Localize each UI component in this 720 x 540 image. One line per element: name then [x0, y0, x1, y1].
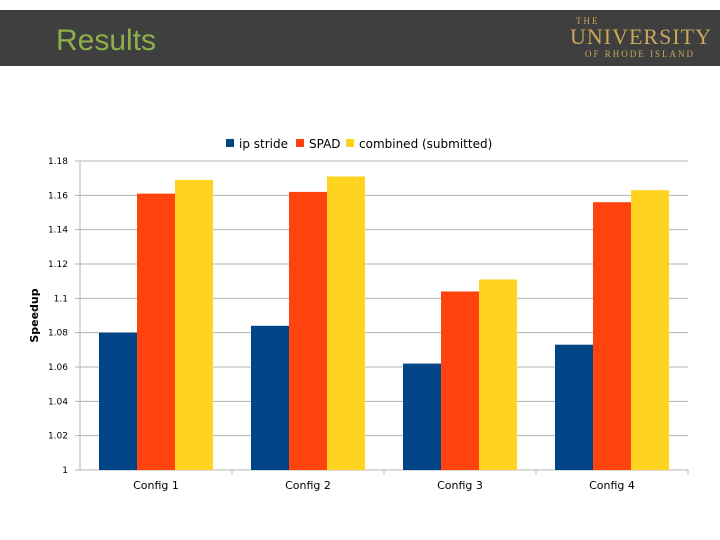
legend-label: combined (submitted): [359, 137, 492, 151]
y-tick-label: 1.16: [48, 191, 68, 201]
bar-0-1: [251, 325, 289, 470]
y-tick-label: 1.08: [48, 329, 68, 339]
bar-2-2: [479, 279, 517, 470]
y-axis-label: Speedup: [28, 288, 41, 342]
y-tick-label: 1: [62, 466, 68, 476]
y-tick-label: 1.1: [54, 294, 68, 304]
page-title: Results: [56, 24, 157, 57]
bar-2-1: [327, 176, 365, 470]
logo-line-the: THE: [576, 16, 600, 26]
x-category-label: Config 4: [589, 479, 635, 492]
y-tick-label: 1.04: [48, 397, 68, 407]
logo-line-rhode-island: OF RHODE ISLAND: [584, 49, 695, 59]
bar-0-2: [403, 363, 441, 470]
logo-line-university: UNIVERSITY: [570, 24, 712, 49]
legend-swatch: [296, 139, 304, 147]
y-tick-label: 1.14: [48, 226, 68, 236]
x-category-label: Config 2: [285, 479, 331, 492]
legend-label: SPAD: [309, 137, 341, 151]
bar-2-0: [175, 179, 213, 470]
y-tick-label: 1.02: [48, 432, 68, 442]
y-tick-label: 1.06: [48, 363, 68, 373]
university-logo: THE UNIVERSITY OF RHODE ISLAND: [570, 16, 712, 62]
legend-label: ip stride: [239, 137, 288, 151]
legend-swatch: [226, 139, 234, 147]
legend-swatch: [346, 139, 354, 147]
x-category-label: Config 1: [133, 479, 179, 492]
bar-0-0: [99, 332, 137, 470]
y-tick-label: 1.18: [48, 157, 68, 167]
x-category-label: Config 3: [437, 479, 483, 492]
bar-1-0: [137, 193, 175, 470]
bar-1-3: [593, 202, 631, 470]
bar-1-2: [441, 291, 479, 470]
y-tick-label: 1.12: [48, 260, 68, 270]
header-bar: Results THE UNIVERSITY OF RHODE ISLAND: [0, 10, 720, 66]
bar-0-3: [555, 344, 593, 470]
bar-2-3: [631, 190, 669, 470]
bar-1-1: [289, 191, 327, 470]
